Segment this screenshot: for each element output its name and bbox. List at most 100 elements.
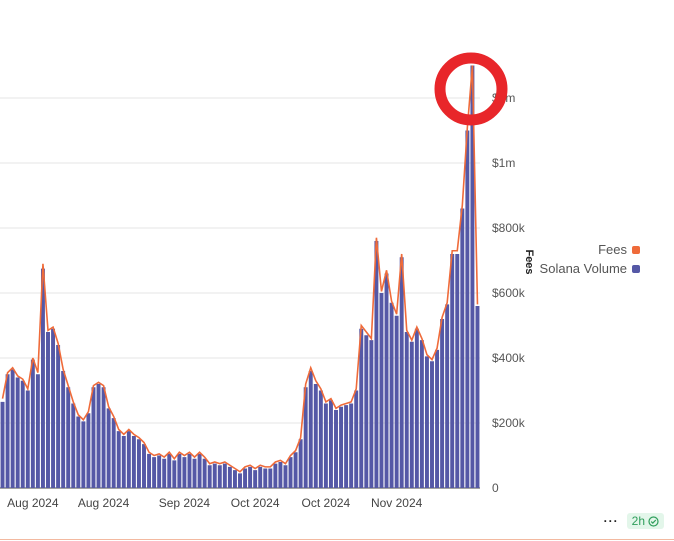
volume-bar[interactable] bbox=[227, 466, 232, 488]
volume-bar[interactable] bbox=[465, 130, 470, 489]
volume-bar[interactable] bbox=[359, 328, 364, 488]
volume-bar[interactable] bbox=[71, 403, 76, 489]
volume-bar[interactable] bbox=[111, 418, 116, 488]
volume-bar[interactable] bbox=[394, 315, 399, 488]
legend-item-fees[interactable]: Fees bbox=[540, 240, 640, 259]
volume-bar[interactable] bbox=[136, 439, 141, 488]
volume-bar[interactable] bbox=[162, 458, 167, 488]
legend-label-solana-volume: Solana Volume bbox=[539, 261, 627, 276]
volume-bar[interactable] bbox=[232, 470, 237, 488]
volume-bar[interactable] bbox=[212, 463, 217, 488]
volume-bar[interactable] bbox=[253, 470, 258, 488]
volume-bar[interactable] bbox=[56, 345, 61, 488]
volume-bar[interactable] bbox=[298, 439, 303, 488]
volume-bar[interactable] bbox=[222, 463, 227, 488]
volume-bar[interactable] bbox=[10, 369, 15, 488]
volume-bar[interactable] bbox=[157, 455, 162, 489]
refresh-badge[interactable]: 2h bbox=[626, 513, 664, 529]
volume-bar[interactable] bbox=[192, 458, 197, 488]
volume-bar[interactable] bbox=[46, 332, 50, 488]
volume-bar[interactable] bbox=[0, 401, 5, 488]
volume-bar[interactable] bbox=[349, 403, 354, 489]
volume-bar[interactable] bbox=[197, 453, 202, 488]
volume-bar[interactable] bbox=[152, 457, 157, 488]
volume-bar[interactable] bbox=[116, 431, 121, 488]
volume-bar[interactable] bbox=[369, 340, 374, 488]
volume-bar[interactable] bbox=[470, 65, 475, 489]
volume-bar[interactable] bbox=[334, 410, 338, 488]
volume-bar[interactable] bbox=[142, 444, 146, 488]
volume-bar[interactable] bbox=[258, 466, 263, 488]
volume-bar[interactable] bbox=[91, 387, 96, 488]
volume-bar[interactable] bbox=[248, 466, 253, 488]
volume-bar[interactable] bbox=[66, 387, 71, 488]
volume-bar[interactable] bbox=[167, 453, 172, 488]
volume-bar[interactable] bbox=[121, 436, 126, 488]
volume-bar[interactable] bbox=[374, 241, 379, 488]
volume-bar[interactable] bbox=[379, 293, 384, 488]
volume-bar[interactable] bbox=[217, 465, 222, 488]
volume-bar[interactable] bbox=[177, 453, 182, 488]
volume-bar[interactable] bbox=[76, 416, 81, 489]
volume-bar[interactable] bbox=[293, 452, 298, 488]
volume-bar[interactable] bbox=[419, 340, 424, 488]
volume-bar[interactable] bbox=[445, 304, 450, 488]
volume-bar[interactable] bbox=[303, 387, 308, 488]
volume-bar[interactable] bbox=[25, 390, 30, 489]
volume-bar[interactable] bbox=[187, 453, 192, 488]
volume-bar[interactable] bbox=[51, 328, 56, 488]
volume-bar[interactable] bbox=[308, 371, 313, 488]
volume-bar[interactable] bbox=[389, 302, 394, 488]
volume-bar[interactable] bbox=[399, 257, 404, 488]
volume-bar[interactable] bbox=[424, 356, 429, 488]
volume-bar[interactable] bbox=[202, 458, 207, 488]
volume-bar[interactable] bbox=[30, 359, 35, 488]
volume-bar[interactable] bbox=[283, 465, 288, 488]
volume-bar[interactable] bbox=[273, 463, 278, 488]
volume-bar[interactable] bbox=[131, 436, 136, 488]
volume-bar[interactable] bbox=[15, 377, 20, 489]
volume-bar[interactable] bbox=[384, 273, 389, 489]
volume-bar[interactable] bbox=[440, 319, 445, 488]
volume-bar[interactable] bbox=[268, 468, 273, 489]
volume-bar[interactable] bbox=[81, 421, 86, 488]
volume-bar[interactable] bbox=[126, 431, 131, 488]
volume-bar[interactable] bbox=[106, 408, 111, 488]
volume-bar[interactable] bbox=[344, 405, 349, 488]
volume-bar[interactable] bbox=[318, 390, 323, 489]
volume-bar[interactable] bbox=[323, 403, 328, 489]
volume-bar[interactable] bbox=[409, 341, 414, 488]
volume-bar[interactable] bbox=[430, 361, 434, 488]
volume-bar[interactable] bbox=[147, 453, 152, 488]
volume-bar[interactable] bbox=[20, 380, 25, 488]
volume-bar[interactable] bbox=[243, 468, 248, 489]
volume-bar[interactable] bbox=[450, 254, 455, 488]
volume-bar[interactable] bbox=[288, 457, 293, 488]
more-options-icon[interactable]: ··· bbox=[603, 514, 619, 528]
volume-bar[interactable] bbox=[364, 335, 369, 488]
volume-bar[interactable] bbox=[354, 390, 359, 489]
volume-bar[interactable] bbox=[328, 400, 333, 488]
volume-bar[interactable] bbox=[339, 406, 344, 488]
volume-bar[interactable] bbox=[182, 457, 187, 488]
volume-bar[interactable] bbox=[96, 384, 101, 488]
volume-bar[interactable] bbox=[172, 460, 177, 488]
volume-bar[interactable] bbox=[35, 374, 40, 488]
volume-bar[interactable] bbox=[61, 371, 66, 488]
volume-bar[interactable] bbox=[86, 413, 91, 488]
legend-item-solana-volume[interactable]: Solana Volume bbox=[540, 259, 640, 278]
volume-bar[interactable] bbox=[278, 462, 283, 488]
volume-bar[interactable] bbox=[475, 306, 480, 488]
volume-bar[interactable] bbox=[40, 268, 45, 488]
volume-bar[interactable] bbox=[238, 473, 242, 488]
volume-bar[interactable] bbox=[455, 254, 460, 488]
volume-bar[interactable] bbox=[263, 468, 268, 489]
volume-bar[interactable] bbox=[414, 328, 419, 488]
volume-bar[interactable] bbox=[101, 387, 106, 488]
volume-bar[interactable] bbox=[207, 465, 212, 488]
volume-bar[interactable] bbox=[404, 332, 409, 488]
volume-bar[interactable] bbox=[435, 349, 440, 488]
volume-bar[interactable] bbox=[5, 374, 10, 488]
volume-bar[interactable] bbox=[460, 208, 465, 489]
volume-bar[interactable] bbox=[313, 384, 318, 488]
